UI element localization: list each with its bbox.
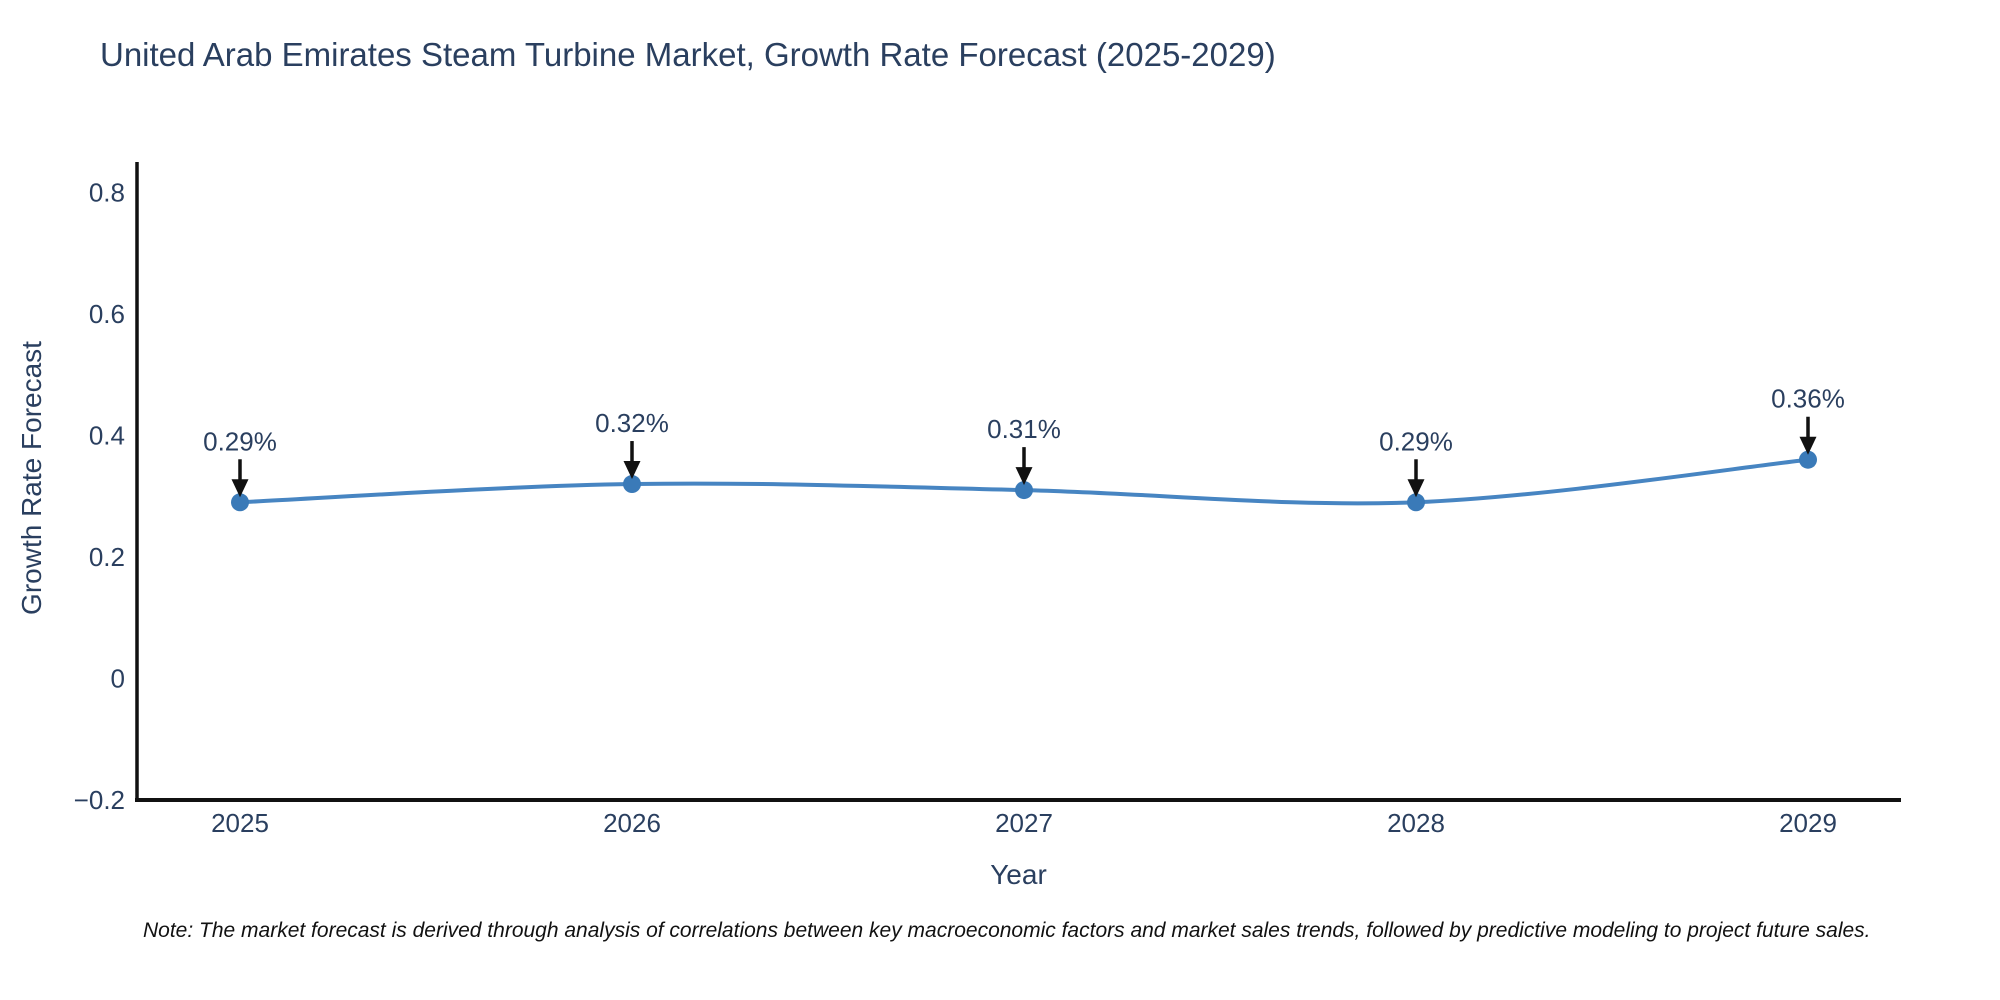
footnote: Note: The market forecast is derived thr… — [143, 919, 1871, 942]
y-tick-label: 0 — [111, 663, 125, 693]
point-value-label: 0.32% — [595, 408, 669, 438]
data-point-marker[interactable] — [1407, 493, 1425, 512]
x-tick-label: 2025 — [211, 808, 269, 838]
x-tick-label: 2026 — [603, 808, 661, 838]
y-tick-label: 0.6 — [89, 299, 125, 329]
x-tick-label: 2027 — [995, 808, 1053, 838]
data-point-marker[interactable] — [231, 493, 249, 512]
chart-title: United Arab Emirates Steam Turbine Marke… — [100, 36, 1276, 73]
y-tick-label: 0.4 — [89, 420, 125, 450]
annotation-arrowhead-icon — [1799, 436, 1817, 455]
y-axis-title: Growth Rate Forecast — [16, 341, 47, 615]
point-value-label: 0.36% — [1771, 384, 1845, 414]
x-tick-label: 2028 — [1387, 808, 1445, 838]
annotation-arrowhead-icon — [1407, 479, 1425, 498]
annotation-arrowhead-icon — [231, 479, 249, 498]
annotation-arrowhead-icon — [1015, 467, 1033, 486]
data-point-marker[interactable] — [1799, 450, 1817, 469]
y-tick-label: −0.2 — [74, 785, 125, 815]
x-tick-label: 2029 — [1779, 808, 1837, 838]
x-axis-title: Year — [990, 859, 1047, 890]
y-tick-label: 0.2 — [89, 542, 125, 572]
point-value-label: 0.29% — [203, 426, 277, 456]
y-tick-label: 0.8 — [89, 177, 125, 207]
point-value-label: 0.31% — [987, 414, 1061, 444]
annotation-arrowhead-icon — [623, 461, 641, 480]
data-point-marker[interactable] — [623, 475, 641, 494]
data-point-marker[interactable] — [1015, 481, 1033, 500]
point-value-label: 0.29% — [1379, 426, 1453, 456]
